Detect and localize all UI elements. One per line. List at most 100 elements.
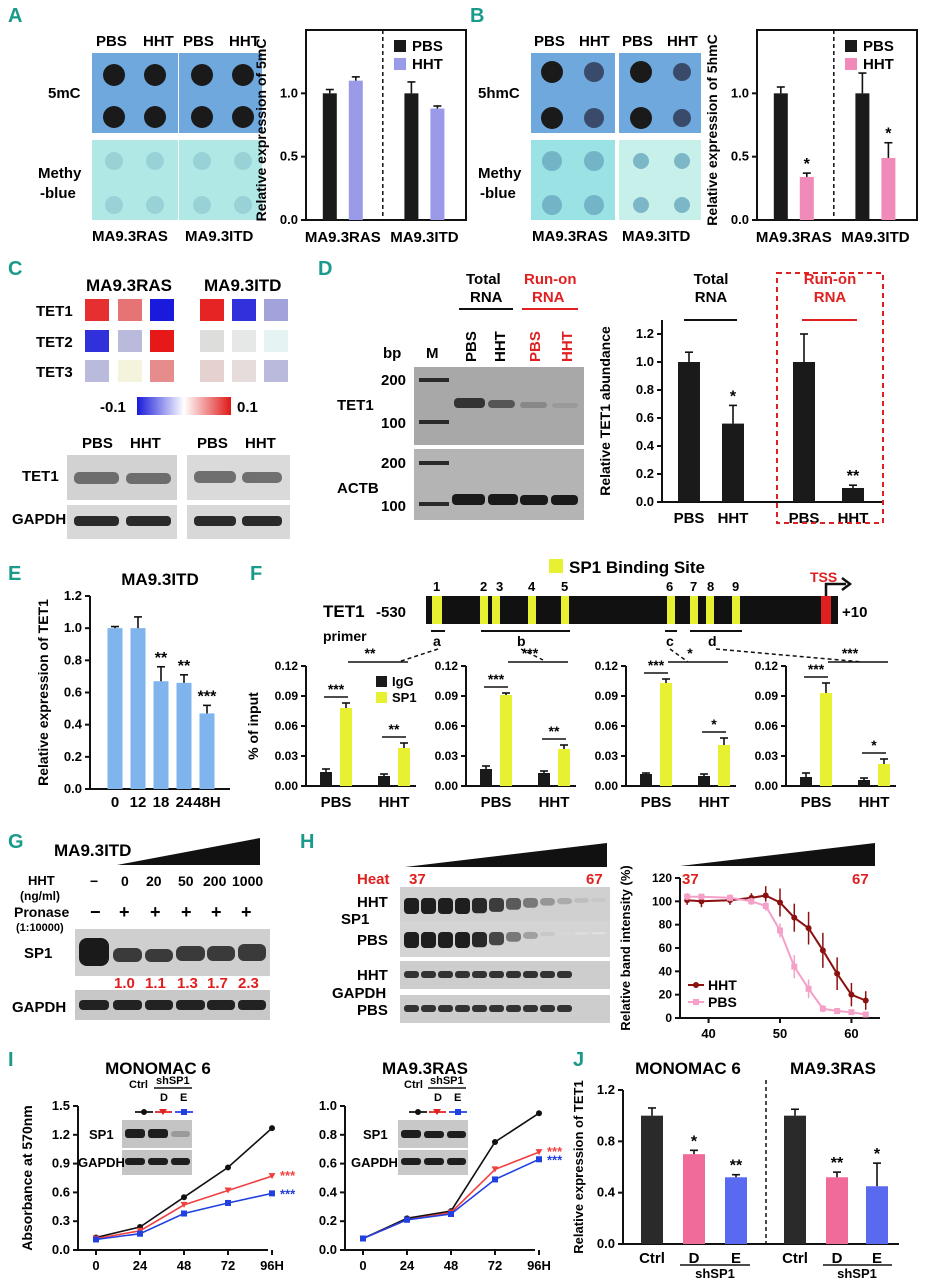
data-point <box>762 892 769 899</box>
y-tick-label: 0.09 <box>435 689 459 703</box>
y-tick-label: 0.2 <box>319 1213 337 1228</box>
heatmap-cell <box>85 299 109 321</box>
wb-row-gapdh: GAPDH <box>12 999 66 1016</box>
bar <box>793 362 815 502</box>
group-label: RNA <box>695 289 728 306</box>
label-hht: HHT <box>579 33 610 50</box>
y-tick-label: 0.6 <box>636 410 654 425</box>
data-point <box>791 914 798 921</box>
x-tick-label: 18 <box>153 794 170 811</box>
y-tick-label: 0.9 <box>52 1156 70 1171</box>
data-point <box>748 898 755 905</box>
data-point <box>862 1011 869 1018</box>
panelA-dotblot: PBS HHT PBS HHT 5mC Methy -blue MA9.3RAS… <box>38 33 262 245</box>
heatmap-cell <box>200 330 224 352</box>
wb-band <box>540 1005 555 1012</box>
bar <box>858 780 870 786</box>
data-point <box>536 1110 542 1117</box>
cell-label-ras: MA9.3RAS <box>92 228 168 245</box>
y-tick-label: 120 <box>652 871 672 885</box>
significance: *** <box>280 1168 296 1183</box>
y-tick-label: 0.00 <box>755 779 779 793</box>
bar <box>199 713 215 789</box>
legend-marker-hht <box>693 982 699 988</box>
bar <box>107 628 123 789</box>
heatmap-cell <box>232 360 256 382</box>
heatmap-cell <box>150 299 174 321</box>
data-point <box>819 1005 826 1012</box>
bar <box>340 708 352 786</box>
wb-band <box>472 971 487 978</box>
significance: ** <box>847 468 860 485</box>
wb-band <box>489 932 504 946</box>
data-point <box>698 893 705 900</box>
site-3: 3 <box>496 579 503 594</box>
y-tick-label: 0.00 <box>435 779 459 793</box>
wb-band <box>404 898 419 914</box>
row-hht: HHT <box>357 967 388 984</box>
y-tick-label: 0.03 <box>755 749 779 763</box>
row-label-blue: -blue <box>40 185 76 202</box>
dose-4: 200 <box>203 873 227 889</box>
gel-row-tet1: TET1 <box>337 397 374 414</box>
primer-d: d <box>708 633 717 649</box>
data-point <box>684 893 691 900</box>
row-label-methy: Methy <box>478 165 522 182</box>
data-point <box>536 1156 542 1163</box>
dotblot-methyblue-ras <box>92 140 178 220</box>
x-tick-label: 0 <box>111 794 119 811</box>
legend-swatch-sp1 <box>376 692 387 703</box>
data-point <box>862 997 869 1004</box>
significance: ** <box>178 658 191 675</box>
shsp1-label: shSP1 <box>837 1266 877 1280</box>
data-point <box>225 1199 231 1206</box>
total-rna-label: RNA <box>470 289 503 306</box>
legend-hht: HHT <box>412 56 443 73</box>
x-group-label: MA9.3RAS <box>305 229 381 246</box>
row-pbs: PBS <box>357 1002 388 1019</box>
data-point <box>834 1008 841 1014</box>
data-point <box>535 1149 543 1156</box>
size-100: 100 <box>381 415 406 432</box>
wb-band <box>421 1005 436 1012</box>
y-tick-label: 0.0 <box>319 1242 337 1257</box>
y-tick-label: 0.0 <box>52 1242 70 1257</box>
wb-band <box>506 1005 521 1012</box>
heatmap-cell <box>264 360 288 382</box>
x-tick-label: HHT <box>718 510 749 527</box>
x-group-label: MA9.3ITD <box>390 229 459 246</box>
y-axis-label: Relative TET1 abundance <box>597 326 613 496</box>
site-2: 2 <box>480 579 487 594</box>
gene-label-tet3: TET3 <box>36 364 73 381</box>
wb-band <box>540 932 555 937</box>
y-tick-label: 0.12 <box>595 659 619 673</box>
label-pbs: PBS <box>183 33 214 50</box>
y-tick-label: 1.2 <box>52 1127 70 1142</box>
heatmap-cell <box>264 299 288 321</box>
row-label-5mc: 5mC <box>48 85 81 102</box>
data-point <box>698 898 705 905</box>
dose-0: − <box>90 873 98 889</box>
bar <box>660 683 672 786</box>
legend-marker-pbs <box>693 999 699 1005</box>
ratio-1: 1.0 <box>114 975 135 992</box>
x-tick-label: 50 <box>773 1026 787 1041</box>
data-point <box>805 985 812 992</box>
x-tick-label: 60 <box>844 1026 858 1041</box>
heatmap-cell <box>118 299 142 321</box>
primer-a: a <box>433 633 441 649</box>
primer-label: primer <box>323 628 367 644</box>
wb-band <box>438 1005 453 1012</box>
x-group-label: MA9.3RAS <box>756 229 832 246</box>
legend-swatch-pbs <box>845 40 857 52</box>
panel-label-j: J <box>573 1049 584 1071</box>
row-sp1: SP1 <box>341 911 369 928</box>
heatmap-cell <box>200 360 224 382</box>
cell-label-itd: MA9.3ITD <box>622 228 691 245</box>
y-tick-label: 0.2 <box>636 466 654 481</box>
x-tick-label: PBS <box>641 794 672 811</box>
temp-high: 67 <box>852 871 869 888</box>
panel-label-c: C <box>8 258 22 280</box>
y-tick-label: 0.0 <box>64 781 82 796</box>
x-tick-label: PBS <box>789 510 820 527</box>
